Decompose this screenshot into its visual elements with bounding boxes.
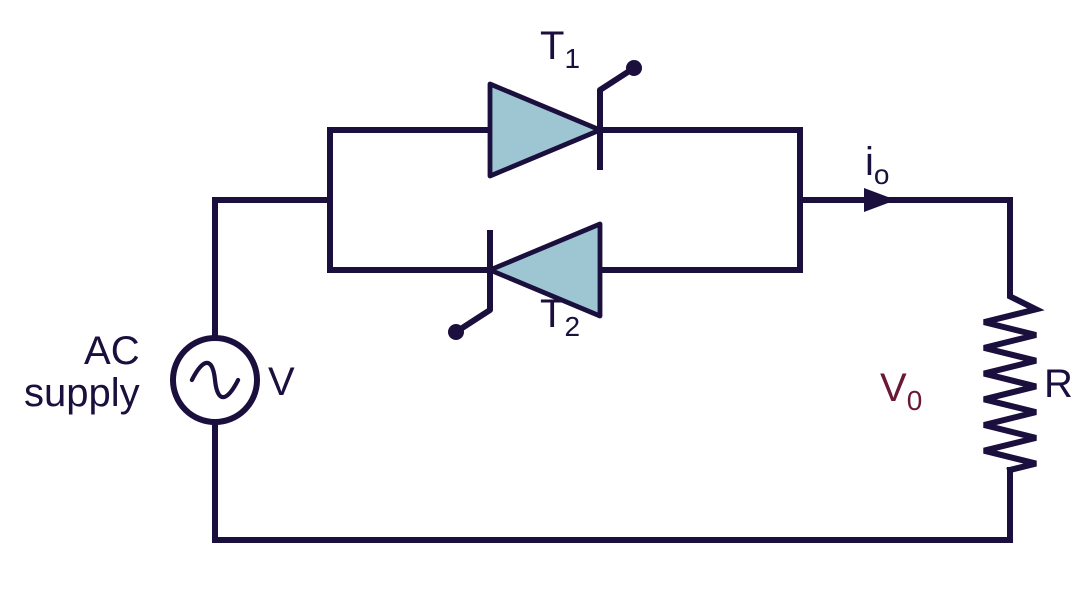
ac-supply-line1: AC [24,330,140,372]
ac-supply-label: AC supply [24,330,140,414]
circuit-diagram [0,0,1078,598]
v0-sub: 0 [907,385,923,416]
r-label: R [1044,362,1073,407]
v0-label: V0 [880,366,922,417]
v0-main: V [880,366,907,410]
t1-label: T1 [540,24,580,75]
t2-sub: 2 [564,311,580,342]
t1-sub: 1 [564,43,580,74]
io-main: i [865,140,874,184]
t1-main: T [540,24,564,68]
t2-main: T [540,292,564,336]
io-sub: o [874,159,890,190]
ac-supply-line2: supply [24,372,140,414]
t2-label: T2 [540,292,580,343]
io-label: io [865,140,889,191]
source-v-label: V [268,360,295,405]
